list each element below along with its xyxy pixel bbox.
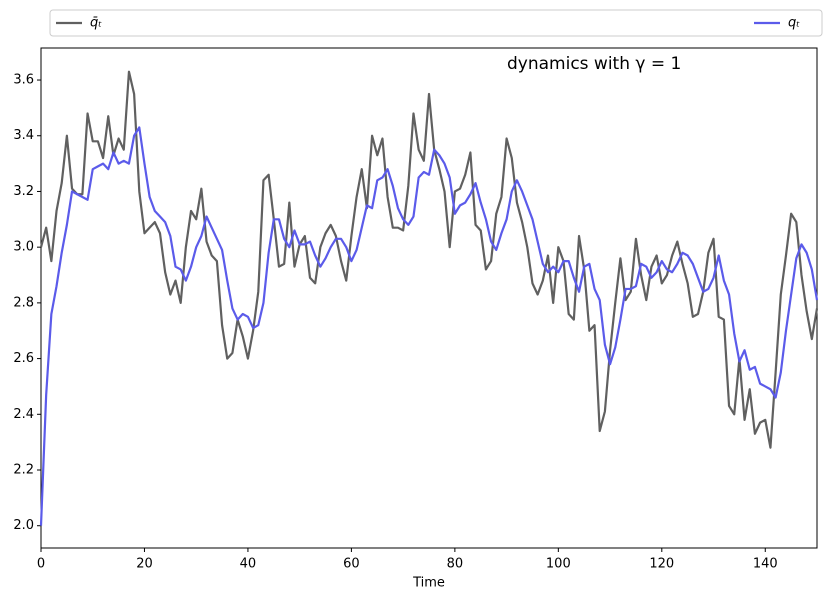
y-tick-label: 2.0 [13, 518, 34, 533]
legend-label: qₜ [788, 16, 800, 31]
y-tick-label: 3.6 [13, 73, 34, 88]
y-tick-label: 3.4 [13, 128, 34, 143]
x-tick-label: 80 [447, 557, 464, 572]
y-tick-label: 3.2 [13, 184, 34, 199]
x-tick-label: 100 [546, 557, 571, 572]
y-tick-label: 2.4 [13, 407, 34, 422]
legend-label: q̄ₜ [90, 16, 102, 31]
series-line [39, 126, 819, 526]
y-tick-label: 2.8 [13, 295, 34, 310]
x-tick-label: 20 [136, 557, 153, 572]
legend-box [49, 9, 823, 37]
x-axis-label: Time [412, 576, 445, 591]
series-line [39, 70, 819, 449]
y-tick-label: 3.0 [13, 240, 34, 255]
x-tick-label: 40 [240, 557, 257, 572]
annotation: dynamics with γ = 1 [507, 54, 681, 74]
y-tick-label: 2.6 [13, 351, 34, 366]
y-tick-label: 2.2 [13, 463, 34, 478]
x-tick-label: 60 [343, 557, 360, 572]
x-tick-label: 140 [753, 557, 778, 572]
plot-frame [40, 47, 818, 549]
x-tick-label: 0 [37, 557, 45, 572]
x-tick-label: 120 [649, 557, 674, 572]
